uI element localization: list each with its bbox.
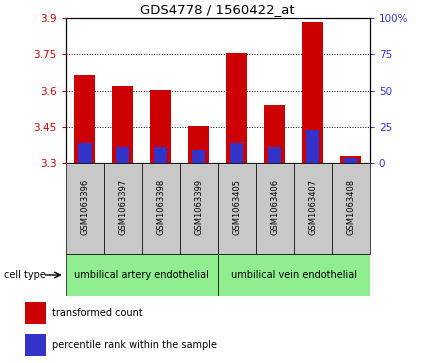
Bar bbox=[340, 156, 361, 163]
Bar bbox=[180, 163, 218, 254]
Bar bbox=[230, 143, 244, 163]
Text: transformed count: transformed count bbox=[52, 308, 143, 318]
Text: umbilical artery endothelial: umbilical artery endothelial bbox=[74, 270, 209, 280]
Text: cell type: cell type bbox=[4, 270, 46, 280]
Bar bbox=[306, 130, 320, 163]
Text: percentile rank within the sample: percentile rank within the sample bbox=[52, 340, 217, 350]
Bar bbox=[294, 163, 332, 254]
Bar bbox=[268, 147, 281, 163]
Bar bbox=[227, 53, 247, 163]
Text: GSM1063407: GSM1063407 bbox=[308, 179, 317, 235]
Bar bbox=[66, 163, 104, 254]
Bar bbox=[344, 158, 357, 163]
Text: GSM1063399: GSM1063399 bbox=[194, 179, 203, 235]
Bar bbox=[78, 143, 91, 163]
Bar bbox=[302, 22, 323, 163]
Bar bbox=[188, 126, 209, 163]
Bar bbox=[150, 90, 171, 163]
Text: umbilical vein endothelial: umbilical vein endothelial bbox=[231, 270, 357, 280]
Bar bbox=[112, 86, 133, 163]
Bar bbox=[25, 302, 46, 325]
Bar bbox=[256, 163, 294, 254]
Text: GSM1063408: GSM1063408 bbox=[346, 179, 355, 235]
Bar bbox=[264, 105, 285, 163]
Title: GDS4778 / 1560422_at: GDS4778 / 1560422_at bbox=[141, 3, 295, 16]
Bar bbox=[104, 163, 142, 254]
Bar bbox=[66, 254, 218, 296]
Bar bbox=[332, 163, 370, 254]
Bar bbox=[142, 163, 180, 254]
Bar bbox=[218, 163, 256, 254]
Text: GSM1063397: GSM1063397 bbox=[118, 179, 127, 235]
Bar bbox=[154, 147, 167, 163]
Bar bbox=[192, 150, 205, 163]
Bar bbox=[116, 147, 130, 163]
Bar bbox=[25, 334, 46, 356]
Bar bbox=[218, 254, 370, 296]
Text: GSM1063405: GSM1063405 bbox=[232, 179, 241, 235]
Text: GSM1063398: GSM1063398 bbox=[156, 179, 165, 235]
Text: GSM1063396: GSM1063396 bbox=[80, 179, 89, 235]
Text: GSM1063406: GSM1063406 bbox=[270, 179, 279, 235]
Bar bbox=[74, 75, 95, 163]
